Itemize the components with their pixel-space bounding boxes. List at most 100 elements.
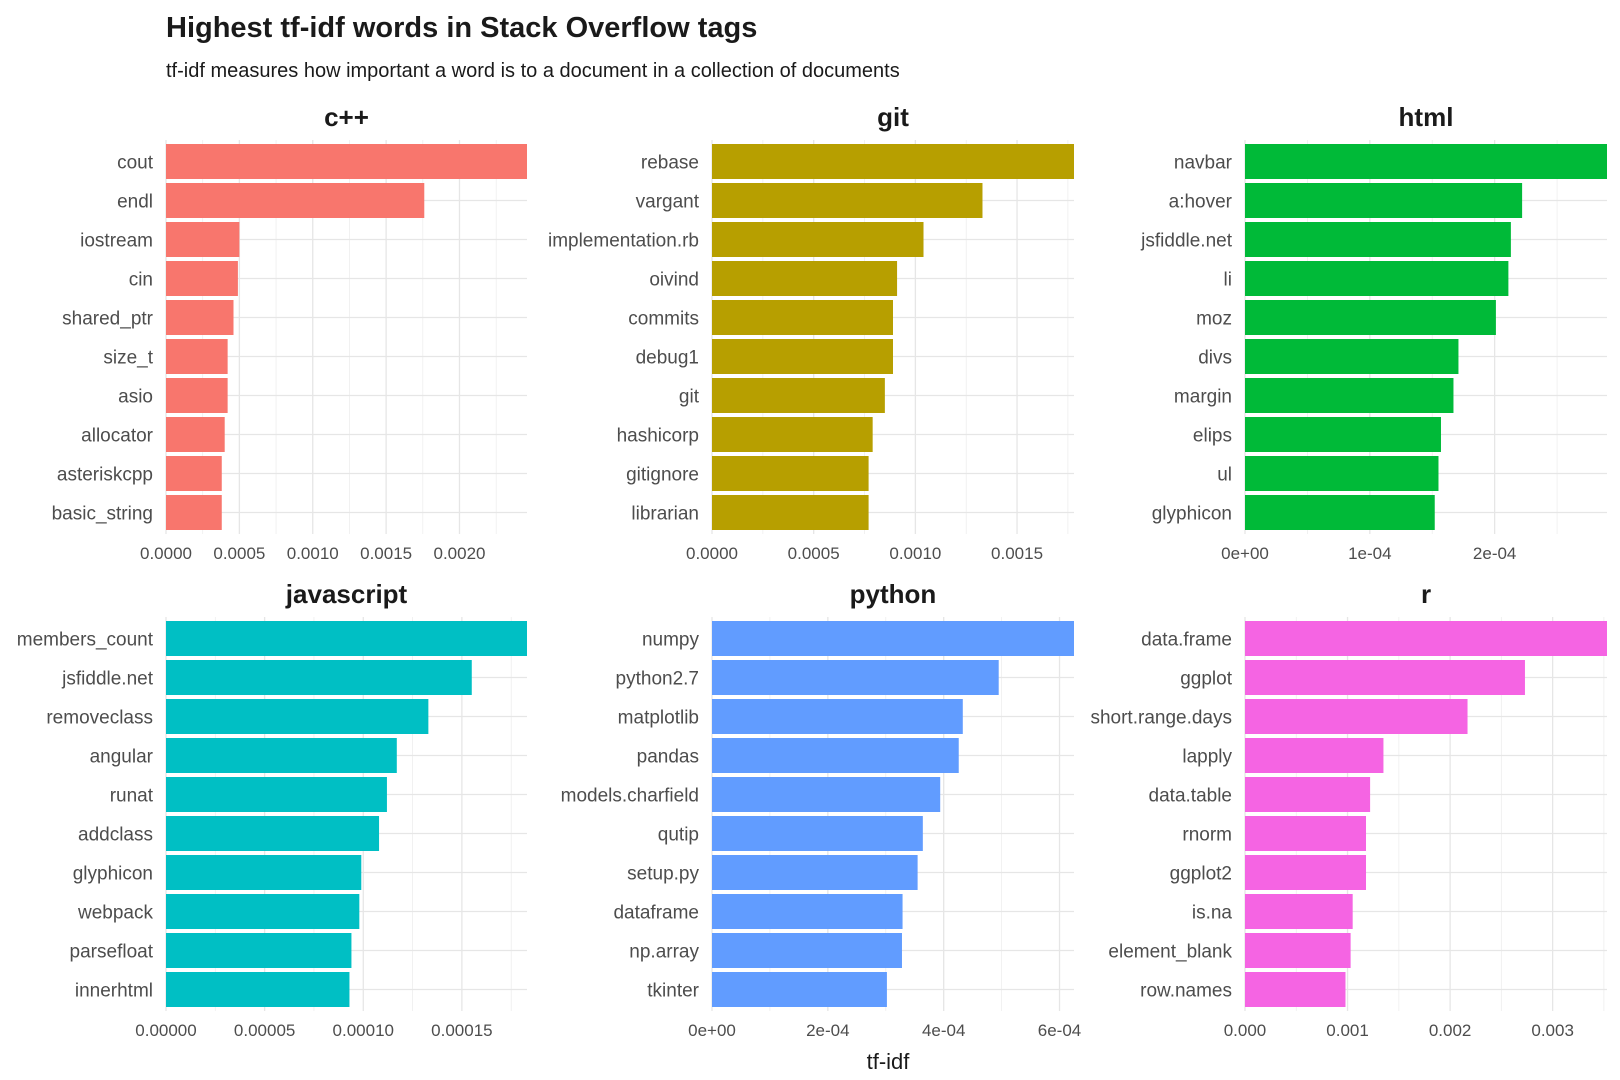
- category-label: rebase: [641, 153, 699, 174]
- bar: [712, 933, 902, 968]
- bar: [166, 621, 527, 656]
- x-tick-label: 0.003: [1531, 1021, 1574, 1040]
- category-label: asteriskcpp: [57, 465, 153, 486]
- bar: [712, 495, 869, 530]
- category-label: models.charfield: [561, 786, 699, 807]
- category-label: parsefloat: [70, 942, 154, 963]
- category-label: commits: [628, 309, 699, 330]
- category-label: is.na: [1192, 903, 1233, 924]
- bar: [712, 816, 923, 851]
- bar: [1245, 972, 1346, 1007]
- bar: [712, 183, 983, 218]
- category-label: cin: [129, 270, 153, 291]
- category-label: ul: [1217, 465, 1232, 486]
- bar: [1245, 933, 1351, 968]
- facet-javascript: javascript members_count jsfiddle.net remov…: [17, 579, 527, 1040]
- category-label: angular: [90, 747, 154, 768]
- bar: [712, 894, 903, 929]
- category-label: cout: [117, 153, 154, 174]
- x-tick-label: 0.00005: [234, 1021, 295, 1040]
- bar: [712, 621, 1074, 656]
- category-label: basic_string: [52, 504, 153, 525]
- bar: [1245, 855, 1367, 890]
- facet-r: r data.frame ggplot short.range.days lapply d…: [1090, 579, 1607, 1040]
- bar: [166, 972, 350, 1007]
- bar: [712, 777, 941, 812]
- category-label: allocator: [81, 426, 153, 447]
- bar: [166, 855, 362, 890]
- category-label: data.table: [1149, 786, 1232, 807]
- category-label: gitignore: [626, 465, 699, 486]
- x-tick-label: 0e+00: [688, 1021, 736, 1040]
- bar: [712, 378, 885, 413]
- category-label: iostream: [80, 231, 153, 252]
- facet-title: c++: [324, 102, 369, 132]
- bar: [166, 894, 360, 929]
- category-label: dataframe: [613, 903, 699, 924]
- bar: [166, 777, 387, 812]
- x-tick-label: 0e+00: [1221, 544, 1269, 563]
- bar: [1245, 777, 1371, 812]
- category-label: margin: [1174, 387, 1232, 408]
- bar: [1245, 183, 1523, 218]
- bar: [166, 300, 234, 335]
- category-label: elips: [1193, 426, 1232, 447]
- bar: [1245, 495, 1435, 530]
- x-tick-label: 0.0010: [889, 544, 941, 563]
- bar: [1245, 660, 1525, 695]
- category-label: a:hover: [1169, 192, 1233, 213]
- x-tick-label: 0.00010: [333, 1021, 394, 1040]
- bar: [712, 699, 963, 734]
- bar: [166, 222, 240, 257]
- bar: [712, 855, 918, 890]
- category-label: git: [679, 387, 700, 408]
- bar: [166, 699, 429, 734]
- facet-python: python numpy python2.7 matplotlib pandas mode…: [561, 579, 1082, 1040]
- x-tick-label: 0.00015: [431, 1021, 492, 1040]
- bar: [712, 972, 887, 1007]
- category-label: li: [1224, 270, 1232, 291]
- category-label: glyphicon: [73, 864, 153, 885]
- category-label: qutip: [658, 825, 699, 846]
- category-label: setup.py: [627, 864, 699, 885]
- category-label: jsfiddle.net: [61, 669, 154, 690]
- category-label: rnorm: [1182, 825, 1232, 846]
- x-tick-label: 0.0000: [686, 544, 738, 563]
- bar: [1245, 222, 1511, 257]
- category-label: numpy: [642, 630, 700, 651]
- bar: [166, 456, 222, 491]
- x-axis-title: tf-idf: [867, 1049, 911, 1074]
- x-tick-label: 0.0000: [140, 544, 192, 563]
- bar: [1245, 894, 1353, 929]
- bar: [712, 144, 1074, 179]
- category-label: pandas: [637, 747, 699, 768]
- category-label: runat: [110, 786, 154, 807]
- category-label: ggplot2: [1170, 864, 1232, 885]
- x-tick-label: 2e-04: [806, 1021, 849, 1040]
- bar: [1245, 417, 1441, 452]
- category-label: lapply: [1182, 747, 1232, 768]
- category-label: row.names: [1140, 981, 1232, 1002]
- bar: [1245, 621, 1607, 656]
- category-label: python2.7: [616, 669, 699, 690]
- bar: [166, 261, 238, 296]
- bar: [166, 144, 527, 179]
- x-tick-label: 0.0005: [213, 544, 265, 563]
- bar: [166, 495, 222, 530]
- bar: [166, 933, 352, 968]
- category-label: divs: [1198, 348, 1232, 369]
- category-label: glyphicon: [1152, 504, 1232, 525]
- bar: [1245, 300, 1496, 335]
- category-label: members_count: [17, 630, 154, 651]
- bar: [712, 660, 999, 695]
- category-label: moz: [1196, 309, 1232, 330]
- x-tick-label: 4e-04: [922, 1021, 965, 1040]
- bar: [1245, 378, 1454, 413]
- bar: [712, 456, 869, 491]
- bar: [712, 339, 893, 374]
- facet-panels: c++ cout endl iostream cin shared_ptr size_tas…: [17, 102, 1607, 1040]
- bar: [1245, 261, 1509, 296]
- bar: [166, 738, 397, 773]
- x-tick-label: 6e-04: [1038, 1021, 1081, 1040]
